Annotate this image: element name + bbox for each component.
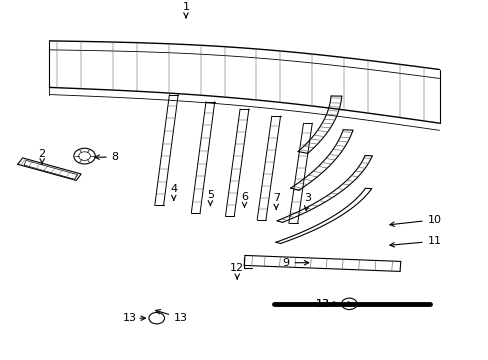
Text: 10: 10	[389, 215, 441, 226]
Text: 6: 6	[241, 192, 247, 207]
Text: 4: 4	[170, 184, 177, 200]
Text: 11: 11	[389, 236, 441, 247]
Text: 13: 13	[122, 313, 137, 323]
Text: 12: 12	[230, 263, 244, 279]
Text: 13: 13	[315, 299, 352, 309]
Text: 5: 5	[206, 190, 213, 206]
Text: 3: 3	[304, 193, 311, 211]
Text: 7: 7	[272, 193, 279, 209]
Text: 9: 9	[282, 258, 308, 268]
Text: 13: 13	[315, 299, 329, 309]
Text: 2: 2	[39, 149, 45, 164]
Text: 8: 8	[95, 152, 119, 162]
Text: 1: 1	[182, 2, 189, 18]
Text: 13: 13	[155, 310, 188, 323]
